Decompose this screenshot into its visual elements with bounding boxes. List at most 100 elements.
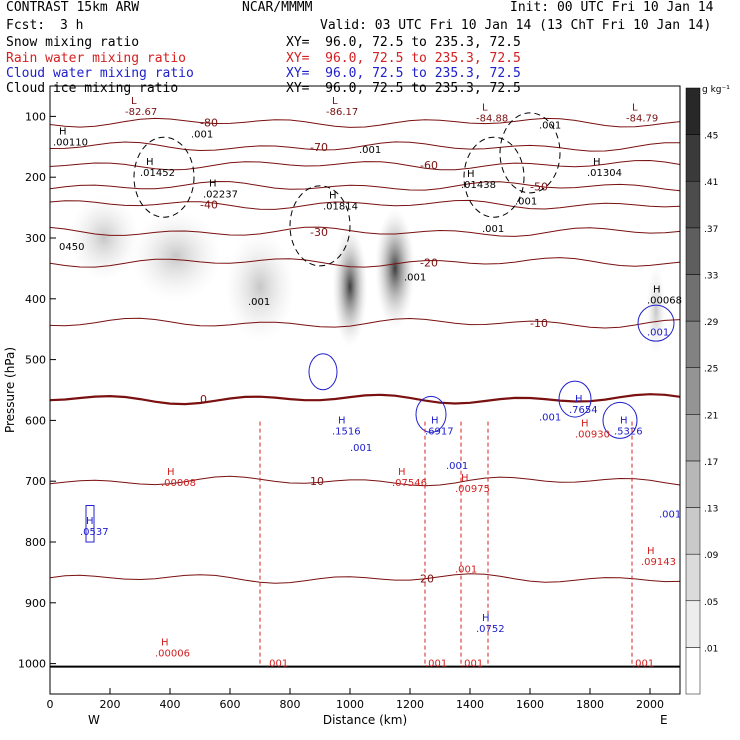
east-label: E [660, 713, 668, 727]
temperature-contour-line [49, 141, 680, 152]
colorbar-swatch [685, 507, 701, 555]
x-tick-label: 2000 [636, 698, 664, 711]
x-tick-label: 1000 [336, 698, 364, 711]
rain-max-marker: H [647, 546, 655, 557]
cloudwater-max-marker: H [431, 415, 439, 426]
colorbar-label: .41 [704, 178, 718, 188]
colorbar-label: .33 [704, 271, 718, 281]
y-tick-label: 400 [25, 293, 46, 306]
x-tick-label: 1200 [396, 698, 424, 711]
y-tick-label: 500 [25, 354, 46, 367]
cloudwater-contour [308, 353, 338, 391]
colorbar-label: .05 [704, 598, 718, 608]
temperature-contour-line [49, 199, 681, 210]
temperature-contour-label: 0 [200, 393, 207, 406]
colorbar-swatch [685, 367, 701, 415]
plot-frame [49, 85, 681, 695]
shading-blob [332, 226, 368, 347]
x-tick-label: 1800 [576, 698, 604, 711]
rain-max-marker: H [581, 418, 589, 429]
field-xy-snow: XY= 96.0, 72.5 to 235.3, 72.5 [286, 35, 521, 50]
temperature-contour-line [49, 317, 681, 329]
snow-max-marker: H [209, 178, 217, 189]
contour-value-label: .001 [632, 659, 654, 670]
snow-max-marker: H [467, 169, 475, 180]
field-name-cloudwater: Cloud water mixing ratio [6, 66, 194, 81]
cloudwater-max-marker: H [482, 613, 490, 624]
cloudwater-contour [558, 380, 592, 418]
contour-value-label: .001 [248, 297, 270, 308]
x-tick-label: 1400 [456, 698, 484, 711]
temperature-contour-line [49, 159, 681, 171]
y-tick-label: 100 [25, 110, 46, 123]
snow-max-value: .00110 [53, 138, 88, 149]
x-tick-label: 1600 [516, 698, 544, 711]
contour-value-label: 0450 [59, 242, 84, 253]
y-axis-label: Pressure (hPa) [3, 347, 17, 433]
temp-min-value: -84.88 [476, 113, 508, 124]
temperature-contour-line [49, 573, 681, 584]
colorbar-swatch [685, 414, 701, 462]
colorbar-swatch [685, 180, 701, 229]
fcst-value: 3 h [60, 18, 84, 33]
valid-time: Valid: 03 UTC Fri 10 Jan 14 (13 ChT Fri … [320, 18, 712, 33]
temp-min-marker: L [131, 96, 137, 107]
contour-value-label: .001 [515, 197, 537, 208]
snow-contour [463, 136, 525, 218]
contour-value-label: .001 [539, 121, 561, 132]
cloudwater-contour [415, 395, 447, 433]
x-tick-label: 600 [220, 698, 241, 711]
temp-min-value: -82.67 [125, 107, 157, 118]
field-name-snow: Snow mixing ratio [6, 35, 140, 50]
colorbar-label: .45 [704, 132, 718, 142]
temperature-contour-label: -20 [420, 256, 438, 269]
colorbar-unit: g kg⁻¹ [702, 85, 730, 95]
contour-value-label: .001 [647, 327, 669, 338]
temperature-contour-label: -60 [420, 159, 438, 172]
snow-max-value: .01814 [323, 201, 358, 212]
temperature-contour-label: 20 [420, 572, 434, 585]
colorbar-swatch [685, 274, 701, 322]
cloudwater-max-marker: H [86, 516, 94, 527]
field-name-rain: Rain water mixing ratio [6, 51, 187, 66]
y-tick-label: 800 [25, 536, 46, 549]
cloudwater-max-marker: H [620, 415, 628, 426]
colorbar-label: .29 [704, 318, 719, 328]
temperature-contour-label: -80 [200, 116, 218, 129]
colorbar-label: .21 [704, 411, 718, 421]
colorbar-swatch [685, 87, 701, 135]
colorbar-swatch [685, 460, 701, 508]
snow-max-value: .02237 [203, 189, 238, 200]
temp-min-value: -84.79 [626, 113, 658, 124]
temperature-contour-line [49, 226, 681, 237]
temp-min-value: -86.17 [326, 107, 358, 118]
center-title: NCAR/MMMM [242, 0, 313, 15]
x-tick-label: 800 [280, 698, 301, 711]
x-axis-label: Distance (km) [323, 713, 407, 727]
colorbar-swatch [685, 600, 701, 648]
colorbar-swatch [685, 134, 701, 182]
rain-max-value: .00008 [161, 478, 196, 489]
fcst-label: Fcst: [6, 18, 46, 33]
cloudwater-contour [637, 304, 675, 342]
temperature-contour-label: -50 [530, 180, 548, 193]
cloudwater-max-value: .5326 [614, 426, 643, 437]
rain-max-marker: H [461, 473, 469, 484]
snow-max-value: .01452 [140, 168, 175, 179]
snow-contour [289, 185, 351, 267]
shading-blob [375, 208, 415, 329]
colorbar-swatch [685, 320, 701, 368]
cloudwater-max-value: .6917 [425, 426, 454, 437]
cloudwater-max-marker: H [575, 394, 583, 405]
cloudwater-max-marker: H [338, 415, 346, 426]
field-xy-cloudwater: XY= 96.0, 72.5 to 235.3, 72.5 [286, 66, 521, 81]
colorbar-label: .17 [704, 458, 718, 468]
rain-max-marker: H [167, 467, 175, 478]
snow-contour [499, 112, 561, 194]
rain-max-marker: H [161, 637, 169, 648]
temp-min-marker: L [482, 102, 488, 113]
axes: 0 200 400 600 800 1000 1200 1400 1600 1800 2000100… [3, 110, 668, 727]
field-xy-cloudice: XY= 96.0, 72.5 to 235.3, 72.5 [286, 81, 521, 96]
colorbar: .01 .05 .09 .13 .17 .21 .25 .29 .33 .37 .41 .45 g kg… [685, 85, 730, 695]
snow-contour [133, 136, 195, 218]
